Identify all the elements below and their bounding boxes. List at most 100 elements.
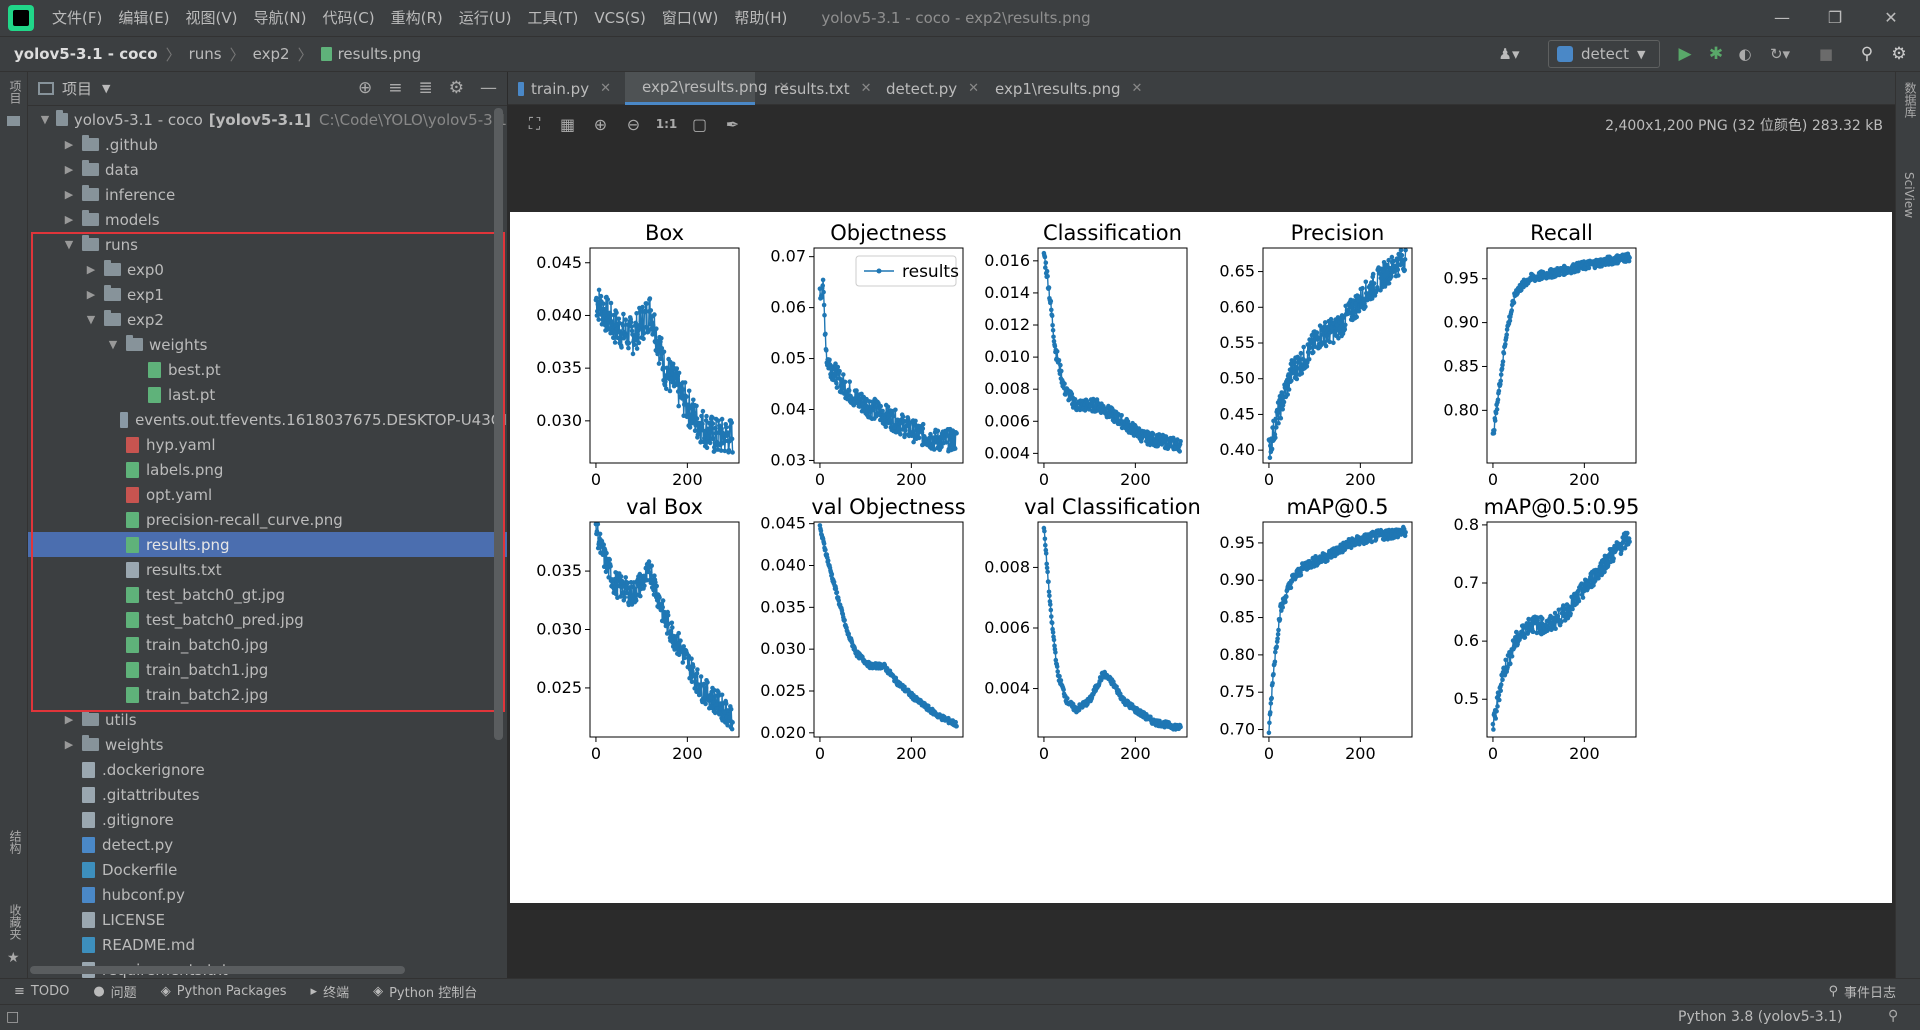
project-horizontal-scrollbar[interactable]	[30, 966, 405, 974]
chevron-right-icon[interactable]: ▶	[64, 138, 74, 151]
close-tab-icon[interactable]: ✕	[968, 81, 980, 96]
close-window-icon[interactable]: ✕	[1884, 8, 1898, 27]
menu-item[interactable]: VCS(S)	[594, 9, 646, 27]
tree-file[interactable]: hubconf.py	[28, 882, 507, 907]
tree-folder[interactable]: ▼ yolov5-3.1 - coco [yolov5-3.1] C:\Code\YO…	[28, 107, 507, 132]
tree-file[interactable]: best.pt	[28, 357, 507, 382]
tree-file[interactable]: .dockerignore	[28, 757, 507, 782]
problems-tool-button[interactable]: ● 问题	[93, 982, 146, 1001]
chevron-right-icon[interactable]: ▶	[64, 213, 74, 226]
tree-folder[interactable]: ▶ weights	[28, 732, 507, 757]
collapse-all-icon[interactable]: ≣	[418, 78, 433, 98]
tree-file[interactable]: LICENSE	[28, 907, 507, 932]
tree-folder[interactable]: ▶ utils	[28, 707, 507, 732]
tree-file[interactable]: last.pt	[28, 382, 507, 407]
tree-file[interactable]: test_batch0_gt.jpg	[28, 582, 507, 607]
lock-icon[interactable]: ⚲	[1888, 1008, 1899, 1024]
tree-file[interactable]: train_batch1.jpg	[28, 657, 507, 682]
tree-file[interactable]: .gitignore	[28, 807, 507, 832]
chevron-right-icon[interactable]: ▶	[86, 263, 96, 276]
editor-tab[interactable]: detect.py ✕	[869, 72, 980, 105]
close-tab-icon[interactable]: ✕	[860, 81, 872, 96]
event-log-tool-button[interactable]: ⚲ 事件日志	[1828, 982, 1906, 1001]
profile-icon[interactable]: ↻▾	[1769, 45, 1791, 63]
tree-folder[interactable]: ▶ .github	[28, 132, 507, 157]
tree-folder[interactable]: ▶ exp0	[28, 257, 507, 282]
menu-item[interactable]: 帮助(H)	[734, 9, 788, 27]
breadcrumb-exp2[interactable]: exp2	[252, 45, 290, 63]
tree-folder[interactable]: ▶ exp1	[28, 282, 507, 307]
python-interpreter[interactable]: Python 3.8 (yolov5-3.1)	[1678, 1009, 1843, 1025]
menu-item[interactable]: 文件(F)	[52, 9, 103, 27]
tree-file[interactable]: train_batch2.jpg	[28, 682, 507, 707]
debug-icon[interactable]: ✱	[1708, 44, 1724, 64]
actual-size-icon[interactable]: 1:1	[655, 117, 678, 131]
menu-item[interactable]: 代码(C)	[322, 9, 375, 27]
user-icon[interactable]: ♟▾	[1498, 45, 1520, 63]
tree-file[interactable]: Dockerfile	[28, 857, 507, 882]
todo-tool-button[interactable]: ≡ TODO	[14, 984, 79, 999]
close-tab-icon[interactable]: ✕	[778, 79, 790, 95]
chevron-down-icon[interactable]: ▼	[86, 313, 96, 326]
editor-tab[interactable]: exp2\results.png ✕	[625, 72, 789, 105]
tree-file[interactable]: README.md	[28, 932, 507, 957]
zoom-in-icon[interactable]: ⊕	[593, 114, 608, 134]
project-tool-button[interactable]: 项目	[8, 80, 22, 104]
minimize-icon[interactable]: —	[1774, 8, 1790, 27]
restore-icon[interactable]: ❐	[1827, 8, 1843, 27]
chevron-down-icon[interactable]: ▼	[40, 113, 50, 126]
menu-item[interactable]: 运行(U)	[458, 9, 512, 27]
chevron-right-icon[interactable]: ▶	[64, 738, 74, 751]
breadcrumb-project[interactable]: yolov5-3.1 - coco	[14, 45, 158, 63]
chevron-right-icon[interactable]: ▶	[64, 188, 74, 201]
chevron-right-icon[interactable]: ▶	[64, 713, 74, 726]
menu-item[interactable]: 导航(N)	[253, 9, 307, 27]
tree-folder[interactable]: ▼ weights	[28, 332, 507, 357]
editor-tab[interactable]: results.txt ✕	[757, 72, 872, 105]
tree-file[interactable]: results.png	[28, 532, 507, 557]
locate-icon[interactable]: ⊕	[358, 78, 373, 98]
zoom-out-icon[interactable]: ⊖	[626, 114, 641, 134]
expand-all-icon[interactable]: ≡	[388, 78, 403, 98]
python-packages-tool-button[interactable]: ◈ Python Packages	[161, 984, 297, 999]
chevron-down-icon[interactable]: ▼	[64, 238, 74, 251]
editor-tab[interactable]: train.py ✕	[508, 72, 621, 105]
tree-folder[interactable]: ▼ exp2	[28, 307, 507, 332]
database-tool-button[interactable]: 数据库	[1903, 82, 1917, 118]
editor-tab[interactable]: exp1\results.png ✕	[978, 72, 1142, 105]
tree-folder[interactable]: ▶ inference	[28, 182, 507, 207]
chevron-right-icon[interactable]: ▶	[64, 163, 74, 176]
menu-item[interactable]: 编辑(E)	[118, 9, 170, 27]
terminal-tool-button[interactable]: ▸ 终端	[311, 982, 360, 1001]
coverage-icon[interactable]: ◐	[1738, 45, 1752, 63]
sciview-tool-button[interactable]: SciView	[1902, 172, 1916, 219]
menu-item[interactable]: 视图(V)	[185, 9, 238, 27]
color-picker-icon[interactable]: ✒	[725, 114, 740, 134]
close-tab-icon[interactable]: ✕	[1131, 81, 1143, 96]
tree-file[interactable]: detect.py	[28, 832, 507, 857]
run-icon[interactable]: ▶	[1678, 44, 1692, 64]
tree-file[interactable]: train_batch0.jpg	[28, 632, 507, 657]
tree-file[interactable]: labels.png	[28, 457, 507, 482]
tree-file[interactable]: .gitattributes	[28, 782, 507, 807]
menu-item[interactable]: 工具(T)	[527, 9, 579, 27]
tree-folder[interactable]: ▶ models	[28, 207, 507, 232]
gear-icon[interactable]: ⚙	[448, 78, 464, 98]
tree-folder[interactable]: ▶ data	[28, 157, 507, 182]
tree-folder[interactable]: ▼ runs	[28, 232, 507, 257]
tree-file[interactable]: results.txt	[28, 557, 507, 582]
search-icon[interactable]: ⚲	[1860, 44, 1874, 64]
grid-icon[interactable]: ▦	[559, 114, 576, 134]
chevron-down-icon[interactable]: ▼	[108, 338, 118, 351]
tree-file[interactable]: precision-recall_curve.png	[28, 507, 507, 532]
tree-file[interactable]: hyp.yaml	[28, 432, 507, 457]
tree-file[interactable]: opt.yaml	[28, 482, 507, 507]
status-square-icon[interactable]: □	[6, 1009, 20, 1025]
project-scrollbar[interactable]	[494, 108, 503, 740]
hide-icon[interactable]: —	[480, 78, 497, 98]
fit-window-icon[interactable]: ⛶	[528, 114, 541, 133]
breadcrumb-file[interactable]: results.png	[337, 45, 422, 63]
tree-file[interactable]: test_batch0_pred.jpg	[28, 607, 507, 632]
stop-icon[interactable]: ■	[1818, 45, 1834, 63]
run-config-select[interactable]: detect ▼	[1548, 40, 1660, 68]
